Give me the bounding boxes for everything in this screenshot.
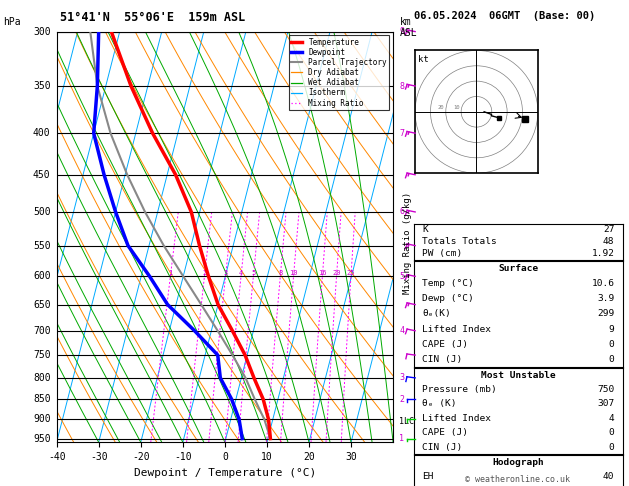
Text: 900: 900 [33, 415, 50, 424]
Text: PW (cm): PW (cm) [422, 249, 462, 259]
Text: 51°41'N  55°06'E  159m ASL: 51°41'N 55°06'E 159m ASL [60, 11, 245, 24]
Text: EH: EH [422, 472, 434, 482]
Text: 40: 40 [603, 472, 615, 482]
Text: © weatheronline.co.uk: © weatheronline.co.uk [465, 474, 569, 484]
Text: 600: 600 [33, 271, 50, 281]
Text: 1.92: 1.92 [591, 249, 615, 259]
Text: 48: 48 [603, 237, 615, 246]
Text: 7: 7 [399, 129, 404, 138]
Text: Pressure (mb): Pressure (mb) [422, 385, 497, 394]
Text: 9: 9 [609, 325, 615, 333]
Text: ASL: ASL [400, 28, 418, 38]
Text: 500: 500 [33, 207, 50, 217]
Text: 1: 1 [399, 434, 404, 443]
Text: 20: 20 [438, 105, 444, 110]
Text: 4: 4 [609, 414, 615, 423]
Text: 10.6: 10.6 [591, 279, 615, 288]
Text: 850: 850 [33, 394, 50, 404]
Text: θₑ (K): θₑ (K) [422, 399, 457, 408]
Text: 0: 0 [609, 340, 615, 349]
Text: 300: 300 [33, 27, 50, 36]
Text: 1: 1 [169, 270, 172, 277]
Text: 650: 650 [33, 299, 50, 310]
Text: 550: 550 [33, 241, 50, 251]
Text: Totals Totals: Totals Totals [422, 237, 497, 246]
Text: Most Unstable: Most Unstable [481, 371, 555, 380]
Text: 27: 27 [603, 225, 615, 234]
Text: hPa: hPa [3, 17, 21, 27]
Text: 4: 4 [239, 270, 243, 277]
Text: 400: 400 [33, 128, 50, 138]
Text: CIN (J): CIN (J) [422, 355, 462, 364]
Text: 5: 5 [251, 270, 255, 277]
Text: 700: 700 [33, 326, 50, 336]
Text: 25: 25 [347, 270, 355, 277]
Text: Surface: Surface [498, 264, 538, 273]
Text: 450: 450 [33, 170, 50, 180]
Text: θₑ(K): θₑ(K) [422, 310, 451, 318]
Text: kt: kt [418, 55, 429, 64]
Text: 0: 0 [609, 355, 615, 364]
Text: 0: 0 [609, 428, 615, 437]
Text: 2: 2 [399, 395, 404, 404]
Text: 299: 299 [597, 310, 615, 318]
Text: 1LCL: 1LCL [399, 417, 419, 426]
Text: 3: 3 [223, 270, 228, 277]
Text: 2: 2 [203, 270, 206, 277]
Text: 350: 350 [33, 81, 50, 91]
Text: 16: 16 [318, 270, 326, 277]
Text: 5: 5 [399, 272, 404, 281]
Text: CAPE (J): CAPE (J) [422, 340, 468, 349]
Text: 8: 8 [278, 270, 282, 277]
Text: Lifted Index: Lifted Index [422, 325, 491, 333]
Text: 8: 8 [399, 82, 404, 90]
Text: Temp (°C): Temp (°C) [422, 279, 474, 288]
Text: 0: 0 [609, 443, 615, 451]
Text: 4: 4 [399, 326, 404, 335]
Text: K: K [422, 225, 428, 234]
Text: CAPE (J): CAPE (J) [422, 428, 468, 437]
Text: 3: 3 [399, 373, 404, 382]
Text: 3.9: 3.9 [597, 295, 615, 303]
Text: 750: 750 [33, 350, 50, 360]
Text: 800: 800 [33, 373, 50, 383]
Text: 6: 6 [399, 208, 404, 216]
Text: 750: 750 [597, 385, 615, 394]
Legend: Temperature, Dewpoint, Parcel Trajectory, Dry Adiabat, Wet Adiabat, Isotherm, Mi: Temperature, Dewpoint, Parcel Trajectory… [289, 35, 389, 110]
Text: Hodograph: Hodograph [493, 458, 544, 467]
Text: 10: 10 [289, 270, 298, 277]
Text: 307: 307 [597, 399, 615, 408]
Text: 20: 20 [332, 270, 341, 277]
Text: 950: 950 [33, 434, 50, 444]
Text: CIN (J): CIN (J) [422, 443, 462, 451]
Text: 10: 10 [453, 105, 460, 110]
Text: Mixing Ratio (g/kg): Mixing Ratio (g/kg) [403, 192, 412, 294]
Text: Lifted Index: Lifted Index [422, 414, 491, 423]
Text: 06.05.2024  06GMT  (Base: 00): 06.05.2024 06GMT (Base: 00) [414, 11, 595, 21]
Text: km: km [400, 17, 412, 27]
Text: 9: 9 [399, 27, 404, 36]
X-axis label: Dewpoint / Temperature (°C): Dewpoint / Temperature (°C) [134, 468, 316, 478]
Text: Dewp (°C): Dewp (°C) [422, 295, 474, 303]
